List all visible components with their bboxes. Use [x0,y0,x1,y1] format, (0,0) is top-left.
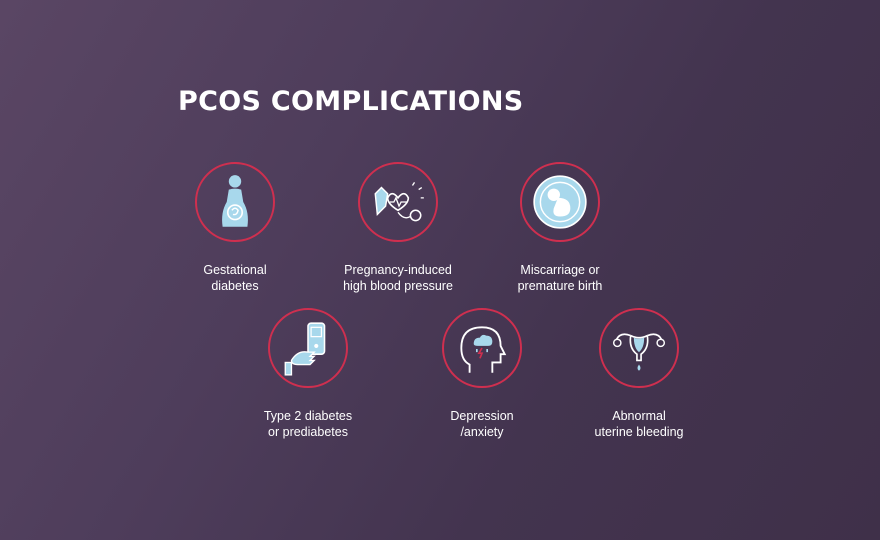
pregnant-woman-icon [222,175,248,227]
blood-pressure-icon [374,181,424,222]
complication-high-blood-pressure: Pregnancy-induced high blood pressure [298,162,498,294]
complication-gestational-diabetes: Gestational diabetes [135,162,335,294]
complication-abnormal-uterine-bleeding: Abnormal uterine bleeding [539,308,739,440]
head-storm-icon [460,326,507,373]
complication-label: Pregnancy-induced high blood pressure [343,263,453,293]
icon-ring [599,308,679,388]
icon-ring [520,162,600,242]
icon-ring [442,308,522,388]
complication-label: Abnormal uterine bleeding [594,409,684,439]
icon-ring [268,308,348,388]
glucose-meter-icon [284,322,326,376]
icon-ring [195,162,275,242]
uterus-icon [612,333,666,371]
complication-label: Type 2 diabetes or prediabetes [263,409,353,439]
complication-label: Miscarriage or premature birth [517,263,603,293]
complication-label: Gestational diabetes [203,263,267,293]
complication-type-2-diabetes: Type 2 diabetes or prediabetes [208,308,408,440]
complication-miscarriage: Miscarriage or premature birth [460,162,660,294]
fetus-icon [533,175,587,229]
icon-ring [358,162,438,242]
complication-depression-anxiety: Depression/anxiety [382,308,582,440]
page-title: PCOS COMPLICATIONS [178,86,524,117]
complication-label: Depression/anxiety [450,409,514,439]
